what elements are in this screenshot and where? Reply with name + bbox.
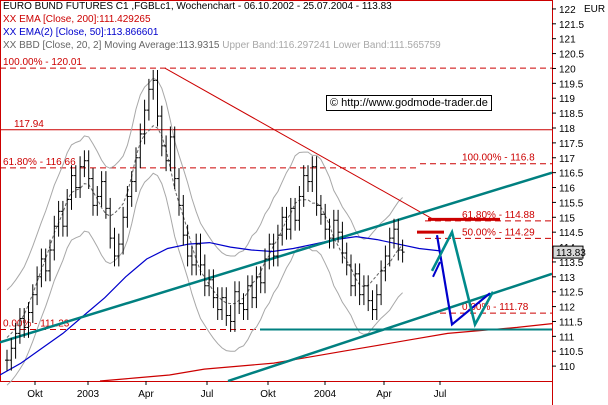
trend-lines [0,67,553,383]
x-tick-label: Jul [434,389,447,400]
legend-title: EURO BUND FUTURES C1 ,FGBLc1, Wochenchar… [3,1,392,12]
y-tick-label: 117 [559,154,575,165]
level-label: 100.00% - 116.8 [462,153,535,164]
x-tick-label: Okt [27,389,43,400]
arrow-head-blue [432,261,441,278]
bbd-lower-label: Lower Band:111.565759 [333,40,441,51]
x-tick-label: Apr [376,389,392,400]
bbd-upper-label: Upper Band:116.297241 [222,40,331,51]
y-tick-label: 115 [559,213,575,224]
bbd-label: BBD [Close, 20, 2] Moving Average:113.93… [19,40,220,51]
bollinger-lower-line [6,172,403,386]
level-label: 50.00% - 114.29 [462,227,535,238]
level-label: 0.00% - 111.78 [462,302,529,313]
level-label: 0.00% - 111.23 [3,319,70,330]
last-price: 113.83 [361,1,392,12]
projection-arrows [417,217,500,328]
level-label: 100.00% - 120.01 [3,57,82,68]
ema200-toggle-icon: XX [3,14,17,25]
y-tick-label: 110.5 [559,347,584,358]
ema50-toggle-icon: XX [3,27,17,38]
y-tick-label: 117.5 [559,139,584,150]
chart-interval: Wochenchart [176,1,236,12]
upper-channel-line [0,171,553,344]
x-tick-label: 2003 [77,389,100,400]
y-tick-label: 114.5 [559,228,584,239]
bollinger-middle-line [6,125,403,338]
x-tick-label: 2004 [314,389,337,400]
legend-bbd[interactable]: XX BBD [Close, 20, 2] Moving Average:113… [3,40,441,52]
indicator-lines [0,77,553,386]
y-tick-label: 116 [559,184,575,195]
currency-label: EUR [584,4,605,15]
x-tick-label: Jul [201,389,214,400]
projection-path-teal [430,228,495,328]
y-tick-label: 118.5 [559,109,584,120]
y-tick-label: 122 [559,5,576,16]
y-tick-label: 112.5 [559,288,584,299]
y-tick-label: 111 [559,332,575,343]
legend-ema50[interactable]: XX EMA(2) [Close, 50]:113.866601 [3,27,158,39]
y-tick-label: 120 [559,64,576,75]
date-range: 06.10.2002 - 25.07.2004 [244,1,353,12]
y-tick-label: 119.5 [559,79,584,90]
lower-channel-line [227,272,553,383]
ema50-line [0,235,441,376]
y-tick-label: 113 [559,273,575,284]
resistance-trendline [164,67,436,221]
plot-frame [0,0,553,382]
ema200-label: EMA [Close, 200]:111.429265 [19,14,151,25]
y-tick-label: 111.5 [559,317,583,328]
copyright-watermark[interactable]: © http://www.godmode-trader.de [326,95,492,111]
x-tick-label: Okt [260,389,276,400]
bbd-toggle-icon: XX [3,40,17,51]
y-axis: 110110.5111111.5112112.5113113.5114114.5… [552,4,605,373]
projection-path-blue [435,234,491,327]
level-label: 117.94 [14,119,44,130]
ema200-line [99,323,553,382]
price-bars [5,69,405,371]
y-tick-label: 115.5 [559,198,584,209]
ema50-label: EMA(2) [Close, 50]:113.866601 [19,27,159,38]
x-tick-label: Apr [138,389,154,400]
y-tick-label: 121 [559,35,576,46]
last-price-box [552,245,584,259]
last-price-label: 113.83 [556,248,586,259]
y-tick-label: 112 [559,303,575,314]
y-tick-label: 113.5 [559,258,584,269]
fibonacci-levels: 100.00% - 120.01 117.94 61.80% - 116.66 0.0… [0,57,552,331]
instrument-name: EURO BUND FUTURES C1 ,FGBLc1 [3,1,171,12]
x-axis: Okt 2003 Apr Jul Okt 2004 Apr Jul [27,381,446,400]
bollinger-upper-line [6,77,403,291]
y-tick-label: 110 [559,362,575,373]
y-tick-label: 119 [559,94,575,105]
y-tick-label: 118 [559,124,575,135]
y-tick-label: 120.5 [559,50,584,61]
level-label: 61.80% - 116.66 [3,157,76,168]
legend-ema200[interactable]: XX EMA [Close, 200]:111.429265 [3,14,151,26]
y-tick-label: 121.5 [559,20,584,31]
level-label: 61.80% - 114.88 [462,210,535,221]
y-tick-label: 116.5 [559,169,584,180]
chart-axes [0,0,553,405]
